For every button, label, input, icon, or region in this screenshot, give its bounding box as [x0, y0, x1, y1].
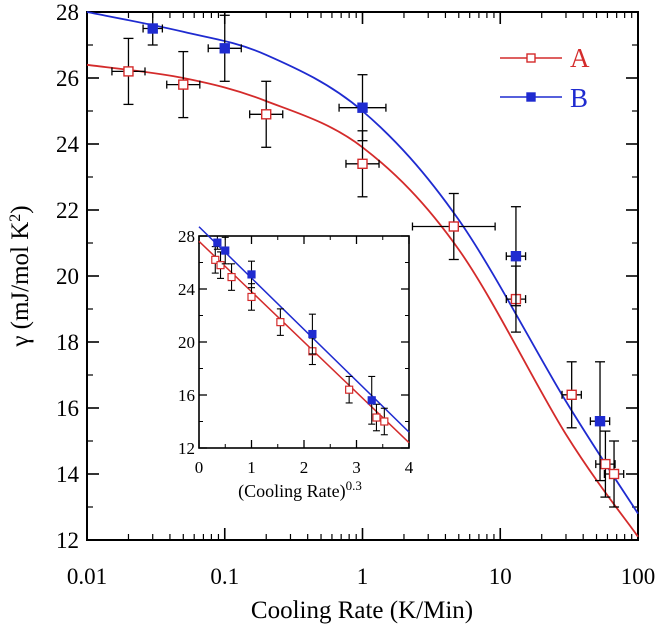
inset-data-point-b — [367, 396, 376, 405]
main-x-tick-label: 1 — [357, 564, 369, 589]
legend-marker-b — [526, 92, 536, 102]
main-y-tick-label: 16 — [56, 396, 79, 421]
inset-x-axis-label: (Cooling Rate)0.3 — [238, 478, 362, 503]
main-x-tick-label: 0.1 — [210, 564, 239, 589]
main-fit-curve-a — [86, 63, 639, 538]
main-data-point-a — [608, 468, 620, 480]
main-y-tick-label: 12 — [56, 528, 79, 553]
main-data-point-b — [357, 102, 368, 113]
inset-x-tick-label: 3 — [352, 458, 361, 477]
inset-data-point-a — [380, 417, 389, 426]
inset-x-tick-label: 1 — [247, 458, 256, 477]
inset-y-tick-label: 24 — [178, 280, 196, 299]
inset-data-point-a — [216, 261, 225, 270]
inset-data-point-b — [221, 246, 230, 255]
legend-label-b: B — [570, 83, 588, 113]
main-y-tick-label: 18 — [56, 330, 79, 355]
inset-data-point-b — [308, 329, 317, 339]
legend-marker-a — [526, 53, 536, 63]
inset-data-point-a — [345, 385, 354, 394]
main-fit-curve-b — [86, 11, 639, 515]
main-data-point-b — [510, 250, 522, 262]
inset-plot-area — [198, 226, 410, 444]
main-data-point-a — [600, 458, 611, 470]
main-y-tick-label: 14 — [56, 462, 80, 487]
main-data-point-b — [594, 416, 606, 427]
inset-y-tick-label: 28 — [178, 227, 195, 246]
main-data-point-a — [566, 389, 577, 400]
main-data-point-a — [261, 109, 272, 120]
main-x-tick-label: 10 — [489, 564, 512, 589]
inset-data-point-b — [213, 238, 222, 247]
main-y-tick-label: 28 — [56, 0, 79, 25]
main-data-point-a — [178, 79, 189, 90]
inset-data-point-a — [276, 318, 285, 327]
inset-data-point-a — [372, 413, 381, 422]
main-plot-area — [86, 11, 639, 538]
inset-y-tick-label: 20 — [178, 333, 195, 352]
main-y-tick-label: 24 — [56, 132, 80, 157]
main-y-tick-label: 26 — [56, 66, 79, 91]
main-y-axis-label: γ (mJ/mol K2) — [7, 205, 35, 347]
inset-x-tick-label: 0 — [195, 458, 204, 477]
inset-data-point-a — [211, 255, 220, 264]
main-y-tick-label: 20 — [56, 264, 79, 289]
inset-data-point-b — [247, 270, 256, 279]
main-x-tick-label: 100 — [621, 564, 656, 589]
inset-y-tick-label: 12 — [178, 439, 195, 458]
main-data-point-b — [219, 43, 230, 54]
main-data-point-b — [147, 23, 158, 34]
inset-data-point-a — [227, 272, 236, 282]
main-data-point-a — [123, 66, 134, 77]
legend-label-a: A — [570, 43, 590, 73]
inset-x-tick-label: 2 — [300, 458, 309, 477]
inset-x-tick-label: 4 — [405, 458, 414, 477]
main-x-tick-label: 0.01 — [67, 564, 107, 589]
legend: A B — [500, 43, 590, 113]
main-x-axis-label: Cooling Rate (K/Min) — [251, 597, 473, 624]
inset-y-tick-label: 16 — [178, 386, 195, 405]
main-y-tick-label: 22 — [56, 198, 79, 223]
inset-data-point-a — [247, 292, 256, 302]
main-data-point-a — [357, 158, 368, 170]
main-data-point-a — [448, 221, 459, 232]
